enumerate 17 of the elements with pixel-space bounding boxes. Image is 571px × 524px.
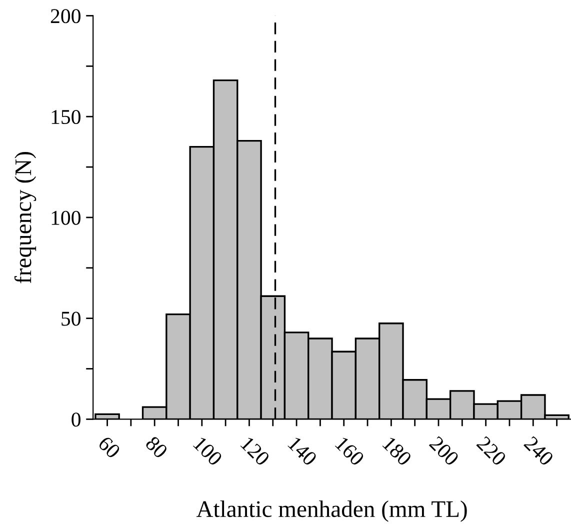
- x-tick-label: 180: [382, 436, 412, 466]
- y-tick-label: 50: [62, 312, 80, 326]
- y-tick-label: 150: [52, 110, 80, 124]
- x-tick-label: 200: [428, 436, 460, 466]
- y-tick-label: 100: [52, 210, 80, 225]
- x-tick-label: 220: [476, 436, 507, 466]
- x-tick-label: 80: [144, 435, 168, 460]
- x-tick-label: 120: [240, 436, 270, 466]
- x-tick-label: 240: [523, 436, 554, 466]
- x-tick-label: 60: [98, 436, 122, 460]
- y-tick-label: 0: [72, 412, 80, 427]
- x-tick-label: 140: [287, 436, 318, 466]
- x-axis-title: Atlantic menhaden (mm TL): [196, 500, 467, 522]
- y-tick-label: 200: [50, 9, 80, 24]
- x-tick-label: 160: [334, 436, 365, 466]
- x-tick-label: 100: [192, 436, 224, 466]
- y-axis-title: frequency (N): [14, 152, 36, 284]
